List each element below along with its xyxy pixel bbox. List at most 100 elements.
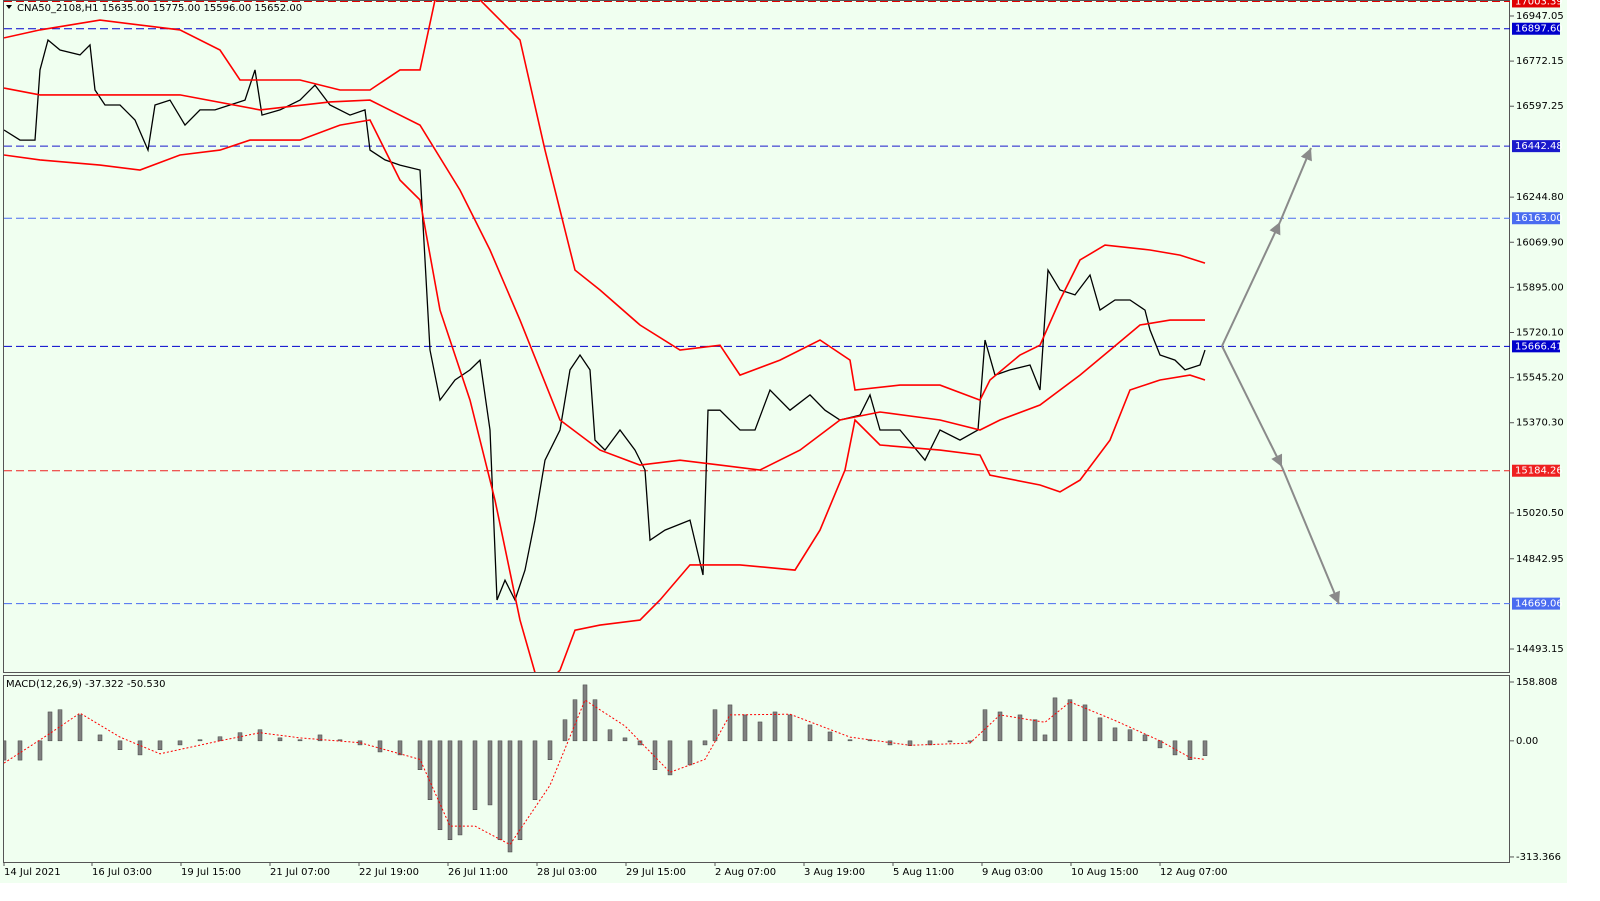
macd-bar	[337, 739, 343, 742]
macd-bar	[687, 740, 693, 766]
macd-pane-frame	[3, 675, 1510, 863]
macd-bar	[807, 724, 813, 742]
macd-bar	[297, 739, 303, 742]
macd-bar	[47, 711, 53, 742]
macd-bar	[702, 740, 708, 746]
macd-bar	[1042, 734, 1048, 742]
macd-bar	[517, 740, 523, 841]
x-tick-label: 22 Jul 19:00	[359, 867, 419, 878]
menu-icon[interactable]	[6, 5, 12, 9]
macd-bar	[117, 740, 123, 750]
level-label-bg	[1512, 140, 1560, 153]
macd-bar	[217, 736, 223, 742]
x-tick-label: 19 Jul 15:00	[181, 867, 241, 878]
macd-bar	[457, 740, 463, 836]
x-tick-label: 26 Jul 11:00	[448, 867, 508, 878]
macd-bar	[1032, 719, 1038, 742]
macd-bar	[622, 737, 628, 742]
macd-bar	[532, 740, 538, 801]
macd-bar	[742, 714, 748, 742]
macd-bar	[487, 740, 493, 806]
arrow-down	[1281, 466, 1340, 605]
level-label-bg	[1512, 340, 1560, 353]
arrow-up	[1279, 147, 1312, 223]
macd-bar	[397, 740, 403, 756]
arrow-up	[1221, 221, 1281, 347]
macd-bar	[1157, 740, 1163, 749]
macd-bar	[472, 740, 478, 811]
bollinger-band	[4, 119, 1206, 672]
level-label-bg	[1512, 464, 1560, 477]
y-tick-label: 15545.20	[1516, 373, 1564, 384]
level-label-bg	[1512, 212, 1560, 225]
level-label-bg	[1512, 0, 1560, 8]
arrow-down	[1221, 345, 1283, 468]
level-label: 16442.48	[1515, 141, 1563, 152]
macd-bar	[417, 740, 423, 770]
macd-bar	[37, 740, 43, 761]
macd-bar	[1202, 740, 1208, 756]
y-tick-label: 14493.15	[1516, 644, 1564, 655]
macd-bar	[447, 740, 453, 841]
x-tick-label: 28 Jul 03:00	[537, 867, 597, 878]
macd-bar	[77, 714, 83, 742]
y-tick-label: 16244.80	[1516, 192, 1564, 203]
y-tick-label: 0.00	[1516, 736, 1538, 747]
macd-bar	[1052, 697, 1058, 742]
macd-bar	[1127, 729, 1133, 742]
y-tick-label: 16069.90	[1516, 237, 1564, 248]
macd-bar	[177, 740, 183, 746]
y-tick-label: -313.366	[1516, 852, 1561, 863]
y-tick-label: 16772.15	[1516, 56, 1564, 67]
level-label: 17003.39	[1515, 0, 1563, 7]
y-tick-label: 15020.50	[1516, 508, 1564, 519]
macd-bar	[652, 740, 658, 770]
y-tick-label: 15720.10	[1516, 327, 1564, 338]
macd-bar	[967, 740, 973, 743]
macd-bar	[757, 721, 763, 742]
y-tick-label: 158.808	[1516, 677, 1557, 688]
macd-bar	[1017, 714, 1023, 742]
y-tick-label: 16947.05	[1516, 11, 1564, 22]
macd-bar	[1067, 699, 1073, 742]
level-label: 16897.60	[1515, 24, 1563, 35]
macd-bar	[787, 714, 793, 742]
macd-bar	[317, 734, 323, 742]
level-label: 16163.00	[1515, 213, 1563, 224]
forecast-arrows	[1221, 147, 1340, 605]
macd-title: MACD(12,26,9) -37.322 -50.530	[6, 679, 166, 690]
macd-bar	[437, 740, 443, 831]
signal-line	[4, 699, 1206, 846]
x-tick-label: 9 Aug 03:00	[982, 867, 1043, 878]
macd-bar	[1142, 734, 1148, 742]
bollinger-band	[4, 0, 1206, 402]
level-label: 15666.41	[1515, 341, 1563, 352]
level-label-bg	[1512, 597, 1560, 610]
y-tick-label: 15895.00	[1516, 282, 1564, 293]
x-tick-label: 16 Jul 03:00	[92, 867, 152, 878]
macd-bar	[427, 740, 433, 801]
macd-bar	[847, 739, 853, 742]
macd-bar	[582, 684, 588, 742]
chart-background	[0, 0, 1567, 883]
macd-bar	[772, 711, 778, 742]
x-tick-label: 21 Jul 07:00	[270, 867, 330, 878]
macd-bar	[982, 709, 988, 742]
macd-bar	[562, 719, 568, 742]
macd-bar	[277, 737, 283, 742]
macd-bar	[1187, 740, 1193, 760]
macd-bar	[497, 740, 503, 841]
chart-title: CNA50_2108,H1 15635.00 15775.00 15596.00…	[17, 3, 302, 14]
price-line	[4, 38, 1206, 602]
level-label: 14669.06	[1515, 599, 1563, 610]
level-label-bg	[1512, 22, 1560, 35]
x-tick-label: 5 Aug 11:00	[893, 867, 954, 878]
macd-bar	[997, 711, 1003, 742]
macd-bar	[507, 740, 513, 853]
macd-bar	[827, 731, 833, 742]
bollinger-band	[4, 87, 1205, 471]
macd-bar	[712, 709, 718, 742]
macd-bar	[377, 740, 383, 753]
